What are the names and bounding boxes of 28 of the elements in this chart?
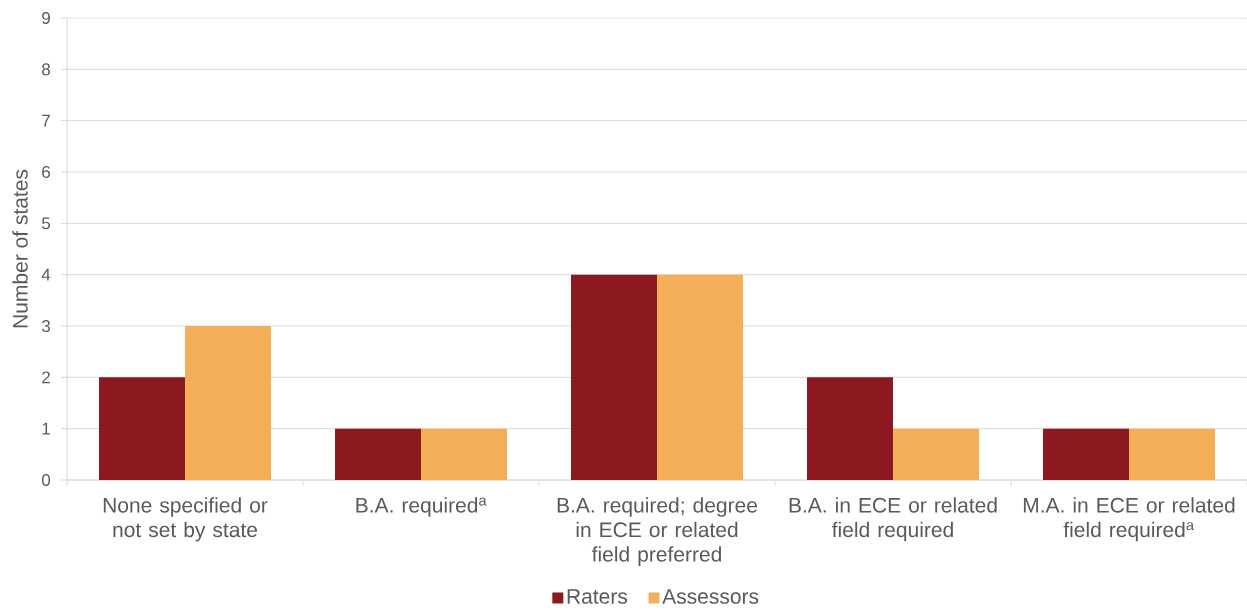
bar [335, 428, 422, 480]
y-tick-label: 6 [42, 165, 50, 179]
x-tick-label: B.A. required; degree in ECE or related field preferred [557, 497, 758, 566]
bar [1042, 428, 1130, 480]
y-tick-label: 1 [42, 422, 50, 435]
y-tick-label: 9 [42, 11, 50, 25]
bar [99, 377, 186, 480]
y-tick-label: 3 [41, 319, 50, 333]
bar [806, 377, 894, 480]
bar [656, 274, 744, 480]
y-axis-title: Number of states [12, 169, 28, 328]
bar [185, 325, 272, 480]
bar [892, 428, 980, 480]
x-tick-label: M.A. in ECE or related field required$^{a}$ [1023, 497, 1235, 542]
x-tick-label: B.A. in ECE or related field required [789, 497, 997, 542]
bar [1128, 428, 1215, 480]
bar [420, 428, 508, 480]
y-tick-label: 2 [42, 371, 50, 384]
x-tick-label: B.A. required$^{a}$ [356, 497, 487, 517]
bar [570, 274, 658, 480]
y-tick-label: 4 [41, 268, 51, 281]
y-tick-label: 8 [42, 63, 51, 76]
y-tick-label: 0 [41, 473, 51, 487]
x-tick-label: None specified or not set by state [103, 497, 268, 542]
y-tick-label: 7 [42, 114, 50, 127]
y-tick-label: 5 [41, 217, 51, 230]
legend-label: Raters [567, 589, 628, 604]
legend-label: Assessors [662, 589, 759, 604]
